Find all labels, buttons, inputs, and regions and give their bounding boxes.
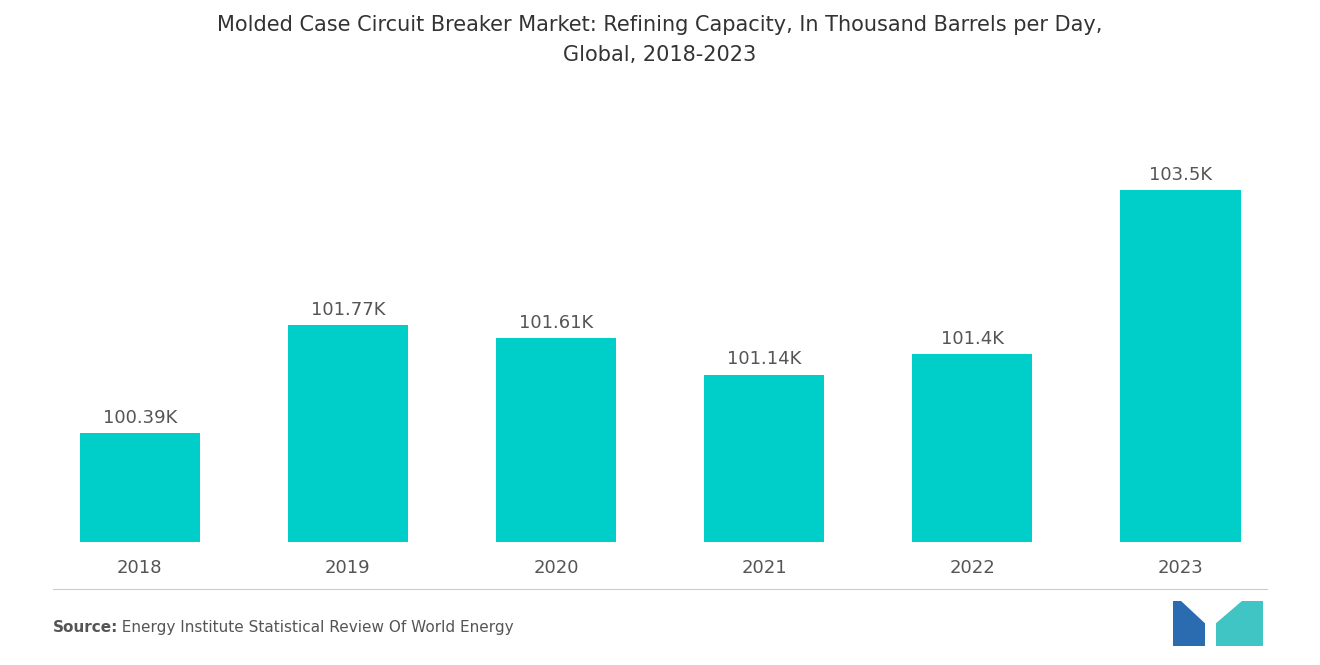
Bar	[704, 375, 825, 542]
Polygon shape	[1216, 601, 1242, 624]
Bar	[288, 325, 408, 542]
Title: Molded Case Circuit Breaker Market: Refining Capacity, In Thousand Barrels per D: Molded Case Circuit Breaker Market: Refi…	[218, 15, 1102, 65]
Text: Source:: Source:	[53, 620, 119, 635]
Text: 101.61K: 101.61K	[519, 314, 593, 332]
Text: 100.39K: 100.39K	[103, 409, 177, 427]
Text: Energy Institute Statistical Review Of World Energy: Energy Institute Statistical Review Of W…	[112, 620, 513, 635]
Text: 101.77K: 101.77K	[310, 301, 385, 319]
Polygon shape	[1181, 601, 1205, 624]
Text: 101.14K: 101.14K	[727, 350, 801, 368]
Polygon shape	[1173, 601, 1205, 646]
Bar	[1119, 190, 1241, 542]
Bar	[912, 354, 1032, 542]
Bar	[79, 434, 201, 542]
Text: 103.5K: 103.5K	[1148, 166, 1212, 184]
Text: 101.4K: 101.4K	[941, 330, 1003, 348]
Bar	[495, 338, 616, 542]
Polygon shape	[1216, 601, 1263, 646]
